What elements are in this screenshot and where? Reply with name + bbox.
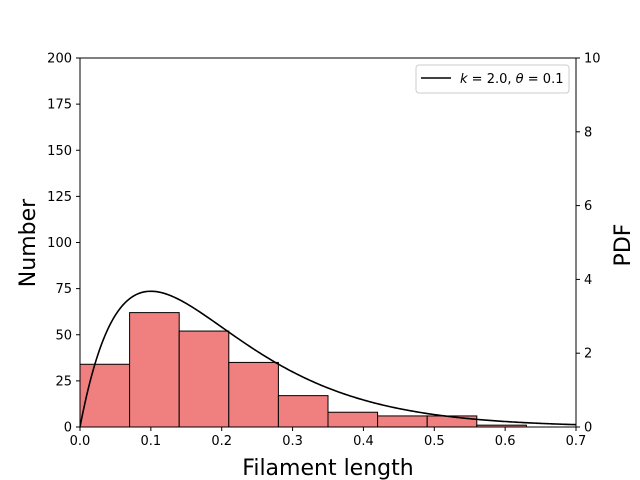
histogram-bar (277, 395, 329, 428)
y-tick-label: 0 (64, 421, 72, 436)
legend-comma: , (507, 72, 515, 87)
legend-box (415, 64, 570, 94)
y-right-tick-label: 6 (584, 199, 592, 214)
legend-theta-symbol: θ (516, 72, 524, 87)
y-tick-label: 100 (47, 236, 72, 251)
y-tick-label: 25 (55, 374, 72, 389)
x-tick-label: 0.6 (495, 434, 516, 449)
x-tick-label: 0.0 (70, 434, 91, 449)
y-axis-title: Number (16, 198, 41, 287)
x-axis-title: Filament length (242, 456, 413, 480)
y-tick-label: 150 (47, 144, 72, 159)
y-tick-label: 125 (47, 190, 72, 205)
y-right-tick-label: 2 (584, 347, 592, 362)
y-axis-right-title: PDF (611, 224, 636, 267)
histogram-bar (79, 363, 131, 428)
histogram-bar (377, 415, 428, 428)
x-tick-label: 0.4 (353, 434, 374, 449)
legend-k-symbol: k (460, 72, 468, 87)
legend: k = 2.0, θ = 0.1 (415, 64, 570, 94)
x-tick-label: 0.1 (141, 434, 162, 449)
y-axis-left: 0 25 50 75 100 125 150 175 200 (47, 52, 80, 436)
y-tick-label: 200 (47, 52, 72, 67)
x-axis: 0.0 0.1 0.2 0.3 0.4 0.5 0.6 0.7 (70, 427, 587, 449)
y-tick-label: 75 (55, 282, 72, 297)
x-tick-label: 0.2 (211, 434, 232, 449)
y-right-tick-label: 4 (584, 273, 592, 288)
y-right-tick-label: 0 (584, 421, 592, 436)
histogram-bar (178, 330, 230, 428)
legend-equals: = (468, 72, 487, 87)
histogram-bar (228, 361, 279, 428)
histogram-bar (327, 411, 379, 428)
y-right-tick-label: 10 (584, 52, 601, 67)
histogram-bar (129, 312, 180, 428)
gamma-pdf-curve (79, 290, 577, 428)
y-tick-label: 50 (55, 328, 72, 343)
y-tick-label: 175 (47, 98, 72, 113)
x-tick-label: 0.7 (566, 434, 587, 449)
legend-label: k = 2.0, θ = 0.1 (460, 72, 563, 87)
histogram-bars (79, 312, 527, 428)
x-tick-label: 0.5 (424, 434, 445, 449)
y-right-tick-label: 8 (584, 125, 592, 140)
legend-theta-value: 0.1 (543, 72, 564, 87)
x-tick-label: 0.3 (282, 434, 303, 449)
legend-equals-2: = (524, 72, 543, 87)
y-axis-right: 0 2 4 6 8 10 (576, 52, 601, 436)
legend-k-value: 2.0 (487, 72, 508, 87)
